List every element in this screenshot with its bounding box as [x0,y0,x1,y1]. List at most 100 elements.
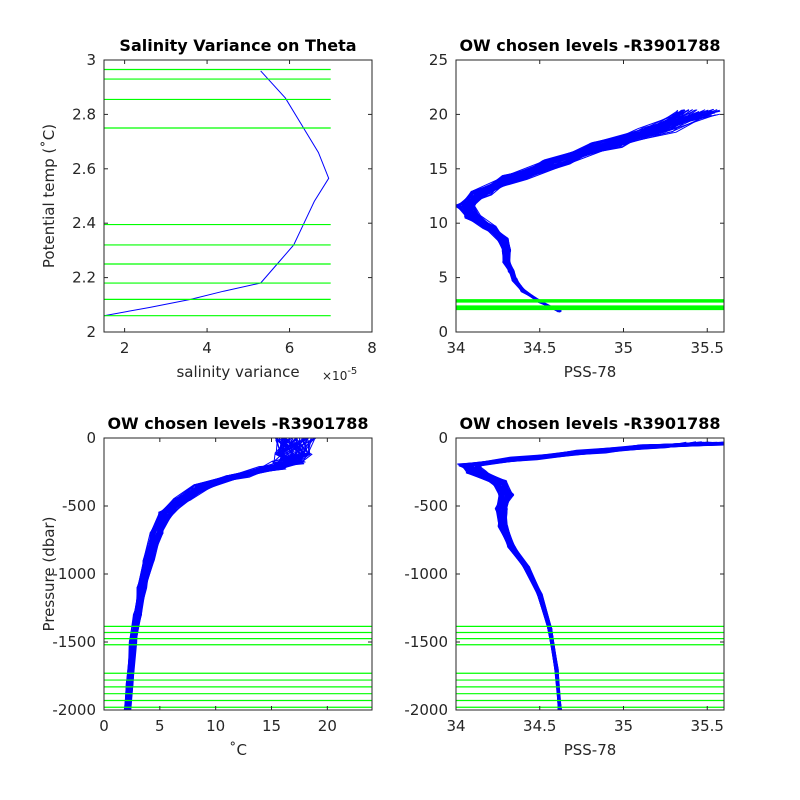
x-tick-label: 34.5 [523,717,556,735]
profile-line [464,111,700,312]
y-tick-label: 5 [438,269,448,287]
profile-line [467,110,719,312]
y-tick-label: -1500 [404,633,448,651]
profile-line [470,109,684,312]
profile-line [124,438,298,710]
profile-line [460,110,683,313]
profile-line [456,111,682,313]
profile-line [456,112,683,312]
profile-line [458,111,713,312]
profile-line [124,438,298,710]
profile-line [123,438,302,710]
profile-line [476,442,694,710]
profile-line [127,438,306,710]
profile-line [130,438,306,710]
axes-box [103,59,373,333]
subplot-2: 34 34.5 35 35.5 0 5 10 15 20 25 OW chosen levels -… [429,36,725,381]
profile-line [124,438,305,710]
profile-line [463,111,684,313]
profile-line [458,112,686,312]
profile-line [462,109,689,312]
profile-line [468,109,679,313]
profile-line [129,439,288,710]
x-tick-label: 10 [206,717,225,735]
profile-line [466,110,678,312]
x-tick-label: 34 [446,717,465,735]
profile-line [127,438,297,710]
x-tick-label: 34.5 [523,339,556,357]
profile-line [464,108,714,312]
profile-line [478,441,724,710]
profile-line [466,443,724,710]
y-tick-label: 2.6 [72,160,96,178]
profile-line [458,110,690,312]
profile-line [460,111,699,313]
profile-line [475,443,724,710]
profile-line [467,109,714,312]
y-tick-label: 2.8 [72,105,96,123]
x-tick-label: 35.5 [691,339,724,357]
y-tick-label: -1000 [404,565,448,583]
subplot-4: 34 34.5 35 35.5 -2000 -1500 -1000 -500 0 OW chose… [404,414,725,759]
profile-line [464,109,698,312]
profile-line [125,438,296,710]
profile-line [456,110,721,312]
profile-line [456,114,680,313]
profile-line [471,111,693,312]
profile-line [463,113,698,312]
profile-line [128,438,282,710]
profile-line [127,439,283,710]
profile-line [126,438,298,710]
profile-line [469,109,720,312]
profile-line [462,109,683,312]
profile-line [471,111,685,313]
profile-line [472,114,694,313]
profile-line [470,442,724,710]
y-tick-label: 0 [86,429,96,447]
y-tick-label: 10 [429,214,448,232]
profile-line [468,113,699,312]
subplot-3: 0 5 10 15 20 -2000 -1500 -1000 -500 0 OW chosen le… [40,414,373,759]
profile-line [125,438,301,710]
x-axis-label: ˚C [229,741,247,759]
y-tick-label: -2000 [52,701,96,719]
profile-line [127,438,289,710]
profile-line [465,110,712,312]
profile-line [464,113,705,312]
profile-line [126,438,298,710]
profile-line [465,109,694,313]
y-tick-label: -1500 [52,633,96,651]
profile-line [469,110,678,312]
profile-line [476,443,724,710]
subplot-1: 2 4 6 8 2 2.2 2.4 2.6 2.8 3 Salinity Variance on T… [40,36,377,383]
profile-line [126,438,297,710]
profile-line [104,70,330,317]
profile-line [126,438,298,710]
profile-line [129,438,295,710]
x-tick-label: 0 [99,717,109,735]
profile-line [464,112,697,313]
plot-area [456,441,724,710]
x-axis-label: salinity variance [176,363,299,381]
x-tick-label: 34 [446,339,465,357]
profile-line [126,438,306,710]
plot-area [104,68,331,317]
axes-box [455,59,725,333]
profile-line [473,111,683,313]
profile-line [463,112,678,312]
profile-line [456,109,686,312]
y-axis-label: Pressure (dbar) [40,517,58,632]
x-tick-label: 2 [120,339,130,357]
profile-line [473,113,683,312]
profile-line [465,109,695,313]
profile-line [457,109,718,313]
profile-line [463,113,708,313]
profile-line [465,109,706,312]
profile-line [469,109,709,313]
y-tick-label: 3 [86,51,96,69]
profile-line [126,439,293,710]
profile-line [125,439,294,710]
profile-line [126,438,293,710]
profile-line [126,438,305,710]
profile-line [475,444,722,710]
